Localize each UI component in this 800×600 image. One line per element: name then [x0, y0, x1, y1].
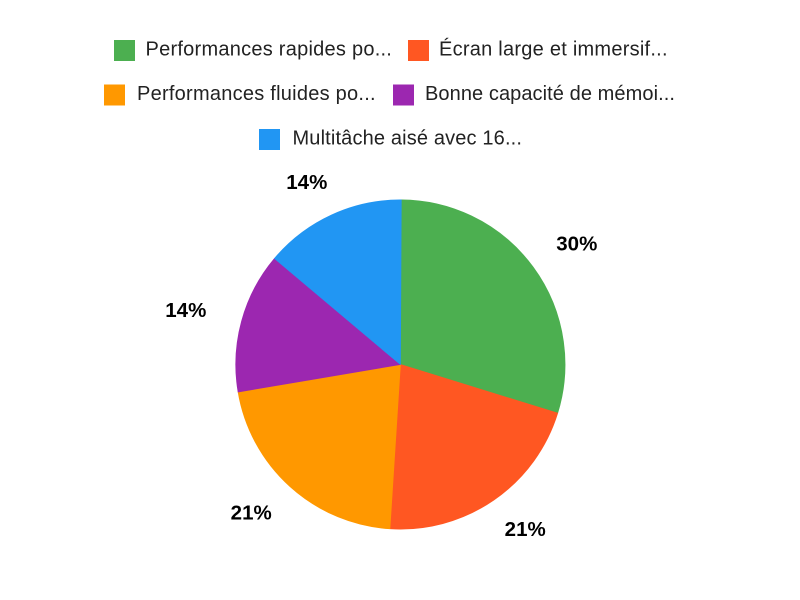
svg-text:14%: 14% [286, 171, 327, 194]
svg-text:Bonne capacité de mémoi...: Bonne capacité de mémoi... [425, 83, 675, 105]
svg-text:21%: 21% [505, 518, 546, 541]
svg-text:14%: 14% [165, 299, 206, 322]
svg-text:Performances rapides po...: Performances rapides po... [146, 39, 393, 61]
svg-text:Multitâche aisé avec 16...: Multitâche aisé avec 16... [293, 128, 523, 150]
svg-text:Performances fluides po...: Performances fluides po... [137, 83, 376, 105]
svg-text:Écran large et immersif...: Écran large et immersif... [439, 38, 668, 61]
svg-text:30%: 30% [556, 233, 597, 256]
svg-text:21%: 21% [231, 502, 272, 525]
